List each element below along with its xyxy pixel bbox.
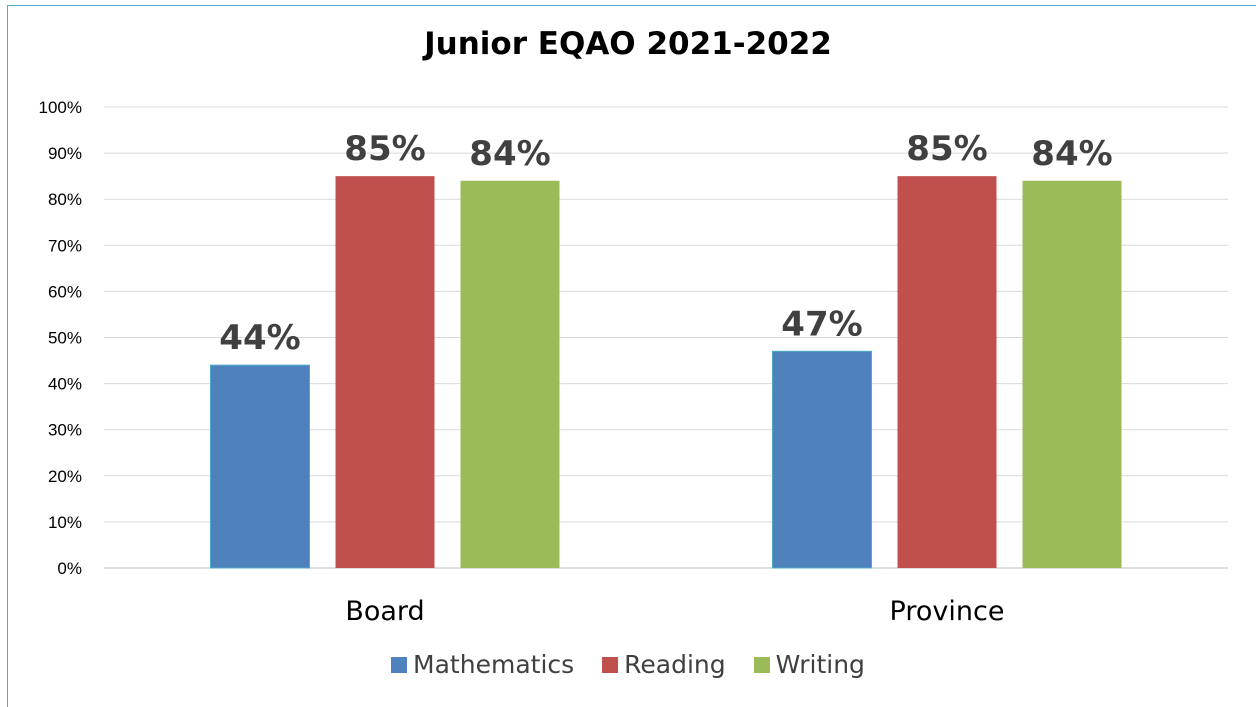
data-label: 85% — [344, 129, 425, 169]
y-tick-label: 70% — [48, 236, 82, 255]
chart-title: Junior EQAO 2021-2022 — [424, 26, 832, 62]
y-tick-label: 80% — [48, 190, 82, 209]
legend-item: Reading — [602, 650, 726, 679]
data-label: 44% — [219, 318, 300, 358]
legend-swatch — [602, 656, 619, 673]
bars — [210, 176, 1122, 569]
bar-writing-board — [460, 180, 560, 568]
legend-label: Writing — [775, 650, 865, 679]
y-tick-label: 20% — [48, 467, 82, 486]
legend-swatch — [753, 656, 770, 673]
y-tick-label: 10% — [48, 513, 82, 532]
data-label: 85% — [906, 129, 987, 169]
data-label: 84% — [1031, 134, 1112, 174]
bar-mathematics-board — [210, 364, 310, 569]
y-tick-label: 50% — [48, 329, 82, 348]
data-label: 47% — [781, 304, 862, 344]
bar-mathematics-province — [772, 350, 872, 569]
category-label: Province — [890, 596, 1005, 627]
y-tick-label: 30% — [48, 421, 82, 440]
y-tick-label: 90% — [48, 144, 82, 163]
y-tick-label: 0% — [57, 559, 82, 578]
y-tick-label: 100% — [39, 98, 82, 117]
bar-reading-province — [897, 176, 997, 568]
legend-label: Mathematics — [413, 650, 575, 679]
bar-reading-board — [335, 176, 435, 568]
bar-writing-province — [1022, 180, 1122, 568]
data-label: 84% — [469, 134, 550, 174]
category-label: Board — [345, 596, 424, 627]
y-axis-ticks: 0% 10% 20% 30% 40% 50% 60% 70% 80% 90% 100% — [39, 98, 82, 578]
category-labels: Board Province — [345, 596, 1004, 627]
chart-legend: Mathematics Reading Writing — [0, 650, 1256, 679]
legend-label: Reading — [624, 650, 726, 679]
legend-item: Writing — [753, 650, 865, 679]
chart-frame — [7, 5, 1256, 707]
legend-swatch — [391, 656, 408, 673]
y-tick-label: 40% — [48, 375, 82, 394]
legend-item: Mathematics — [391, 650, 574, 679]
data-labels: 44% 85% 84% 47% 85% 84% — [219, 129, 1112, 358]
y-tick-label: 60% — [48, 282, 82, 301]
